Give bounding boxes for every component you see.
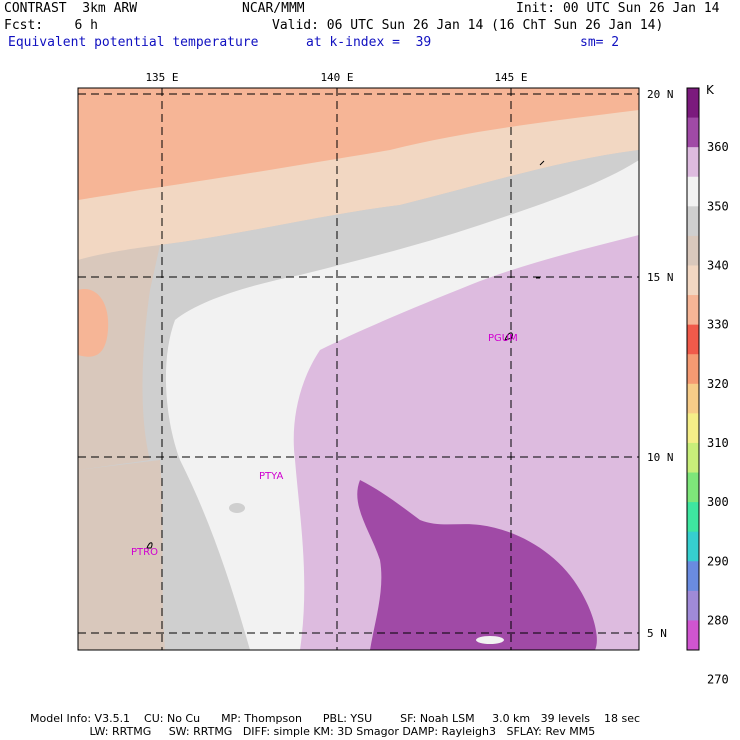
contour-fill-layer (78, 88, 639, 650)
lat-label-5: 5 N (647, 627, 667, 640)
lat-label-10: 10 N (647, 451, 674, 464)
colorbar-swatch (687, 531, 699, 562)
level-info: at k-index = 39 (306, 35, 432, 50)
colorbar-swatch (687, 502, 699, 533)
map-frame (77, 87, 640, 651)
colorbar-swatch (687, 472, 699, 503)
colorbar-swatch (687, 383, 699, 414)
colorbar-swatch (687, 354, 699, 385)
smoothing-info: sm= 2 (580, 35, 620, 50)
colorbar: K (686, 83, 715, 651)
colorbar-swatch (687, 295, 699, 326)
colorbar-swatch (687, 442, 699, 474)
colorbar-swatch (687, 206, 699, 237)
colorbar-swatch (687, 590, 699, 621)
colorbar-swatch (687, 176, 699, 207)
coastlines (146, 160, 545, 549)
valid-time: Valid: 06 UTC Sun 26 Jan 14 (16 ChT Sun … (272, 18, 664, 33)
forecast-hour: Fcst: 6 h (4, 18, 98, 33)
colorbar-label: 330 (707, 318, 729, 332)
colorbar-swatch (687, 413, 699, 444)
station-ptya: PTYA (259, 471, 283, 482)
colorbar-swatch (687, 235, 699, 266)
colorbar-frame (686, 87, 700, 651)
graticule (78, 88, 639, 650)
lon-label-135: 135 E (145, 71, 178, 84)
colorbar-swatch (687, 324, 699, 355)
colorbar-swatch (687, 147, 699, 178)
lat-label-20: 20 N (647, 88, 674, 101)
colorbar-label: 290 (707, 554, 729, 568)
colorbar-label: 320 (707, 377, 729, 391)
organization: NCAR/MMM (242, 1, 305, 16)
model-info-line2: LW: RRTMG SW: RRTMG DIFF: simple KM: 3D … (30, 725, 596, 738)
colorbar-label: 300 (707, 495, 729, 509)
colorbar-labels: 360 350 340 330 320 310 300 290 280 270 (707, 140, 729, 686)
colorbar-swatch (687, 620, 699, 651)
station-pgum: PGUM (488, 333, 518, 344)
colorbar-label: 280 (707, 613, 729, 627)
lat-label-15: 15 N (647, 271, 674, 284)
colorbar-swatch (687, 265, 699, 296)
colorbar-label: 270 (707, 673, 729, 687)
colorbar-label: 360 (707, 140, 729, 154)
colorbar-label: 350 (707, 199, 729, 213)
colorbar-label: 310 (707, 436, 729, 450)
colorbar-label: 340 (707, 258, 729, 272)
station-ptro: PTRO (131, 547, 158, 558)
colorbar-swatch (687, 117, 699, 148)
model-info-line1: Model Info: V3.5.1 CU: No Cu MP: Thompso… (30, 712, 641, 725)
init-time: Init: 00 UTC Sun 26 Jan 14 (516, 1, 720, 16)
model-name: CONTRAST 3km ARW (4, 1, 138, 16)
lon-label-145: 145 E (494, 71, 527, 84)
colorbar-swatch (687, 88, 699, 119)
lon-label-140: 140 E (320, 71, 353, 84)
field-name: Equivalent potential temperature (8, 35, 259, 50)
colorbar-swatch (687, 561, 699, 592)
colorbar-unit: K (706, 83, 715, 97)
